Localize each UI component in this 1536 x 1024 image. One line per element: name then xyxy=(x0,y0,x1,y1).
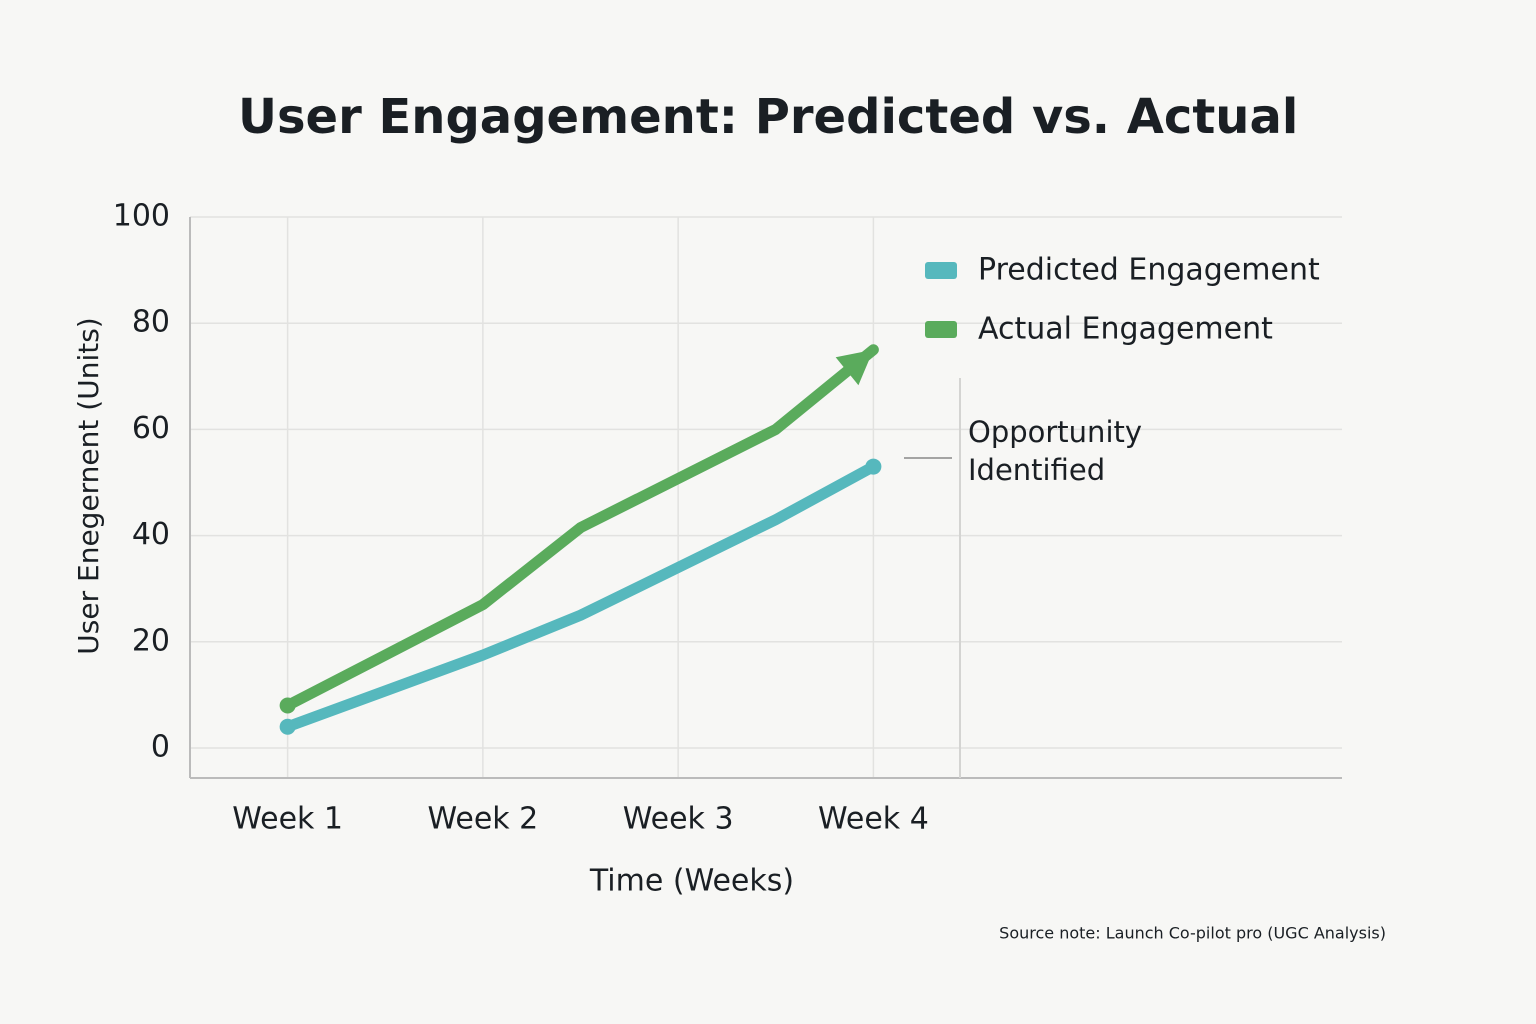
point-marker xyxy=(279,697,296,714)
y-tick-label: 40 xyxy=(132,517,170,552)
y-tick-label: 80 xyxy=(132,305,170,340)
x-tick-label: Week 4 xyxy=(818,802,929,837)
legend-swatch xyxy=(925,262,957,279)
x-tick-label: Week 3 xyxy=(623,802,734,837)
y-tick-label: 20 xyxy=(132,623,170,658)
y-tick-label: 100 xyxy=(113,199,170,234)
x-tick-label: Week 2 xyxy=(427,802,538,837)
series-line xyxy=(282,461,879,733)
y-tick-label: 60 xyxy=(132,411,170,446)
point-marker xyxy=(865,458,882,475)
source-note: Source note: Launch Co-pilot pro (UGC An… xyxy=(999,924,1386,943)
y-tick-label: 0 xyxy=(151,730,170,765)
legend-swatch xyxy=(925,321,957,338)
legend-label: Actual Engagement xyxy=(978,312,1273,347)
series-line xyxy=(282,344,879,712)
point-marker xyxy=(279,718,296,735)
legend-label: Predicted Engagement xyxy=(978,253,1320,288)
annotation-text: Opportunity xyxy=(968,415,1142,449)
x-axis-label: Time (Weeks) xyxy=(589,864,794,899)
chart-title: User Engagement: Predicted vs. Actual xyxy=(238,89,1298,145)
arrow-head xyxy=(835,349,874,386)
x-tick-label: Week 1 xyxy=(232,802,343,837)
y-axis-label: User Enegernent (Units) xyxy=(72,317,105,654)
annotation-text: Identified xyxy=(968,453,1105,487)
